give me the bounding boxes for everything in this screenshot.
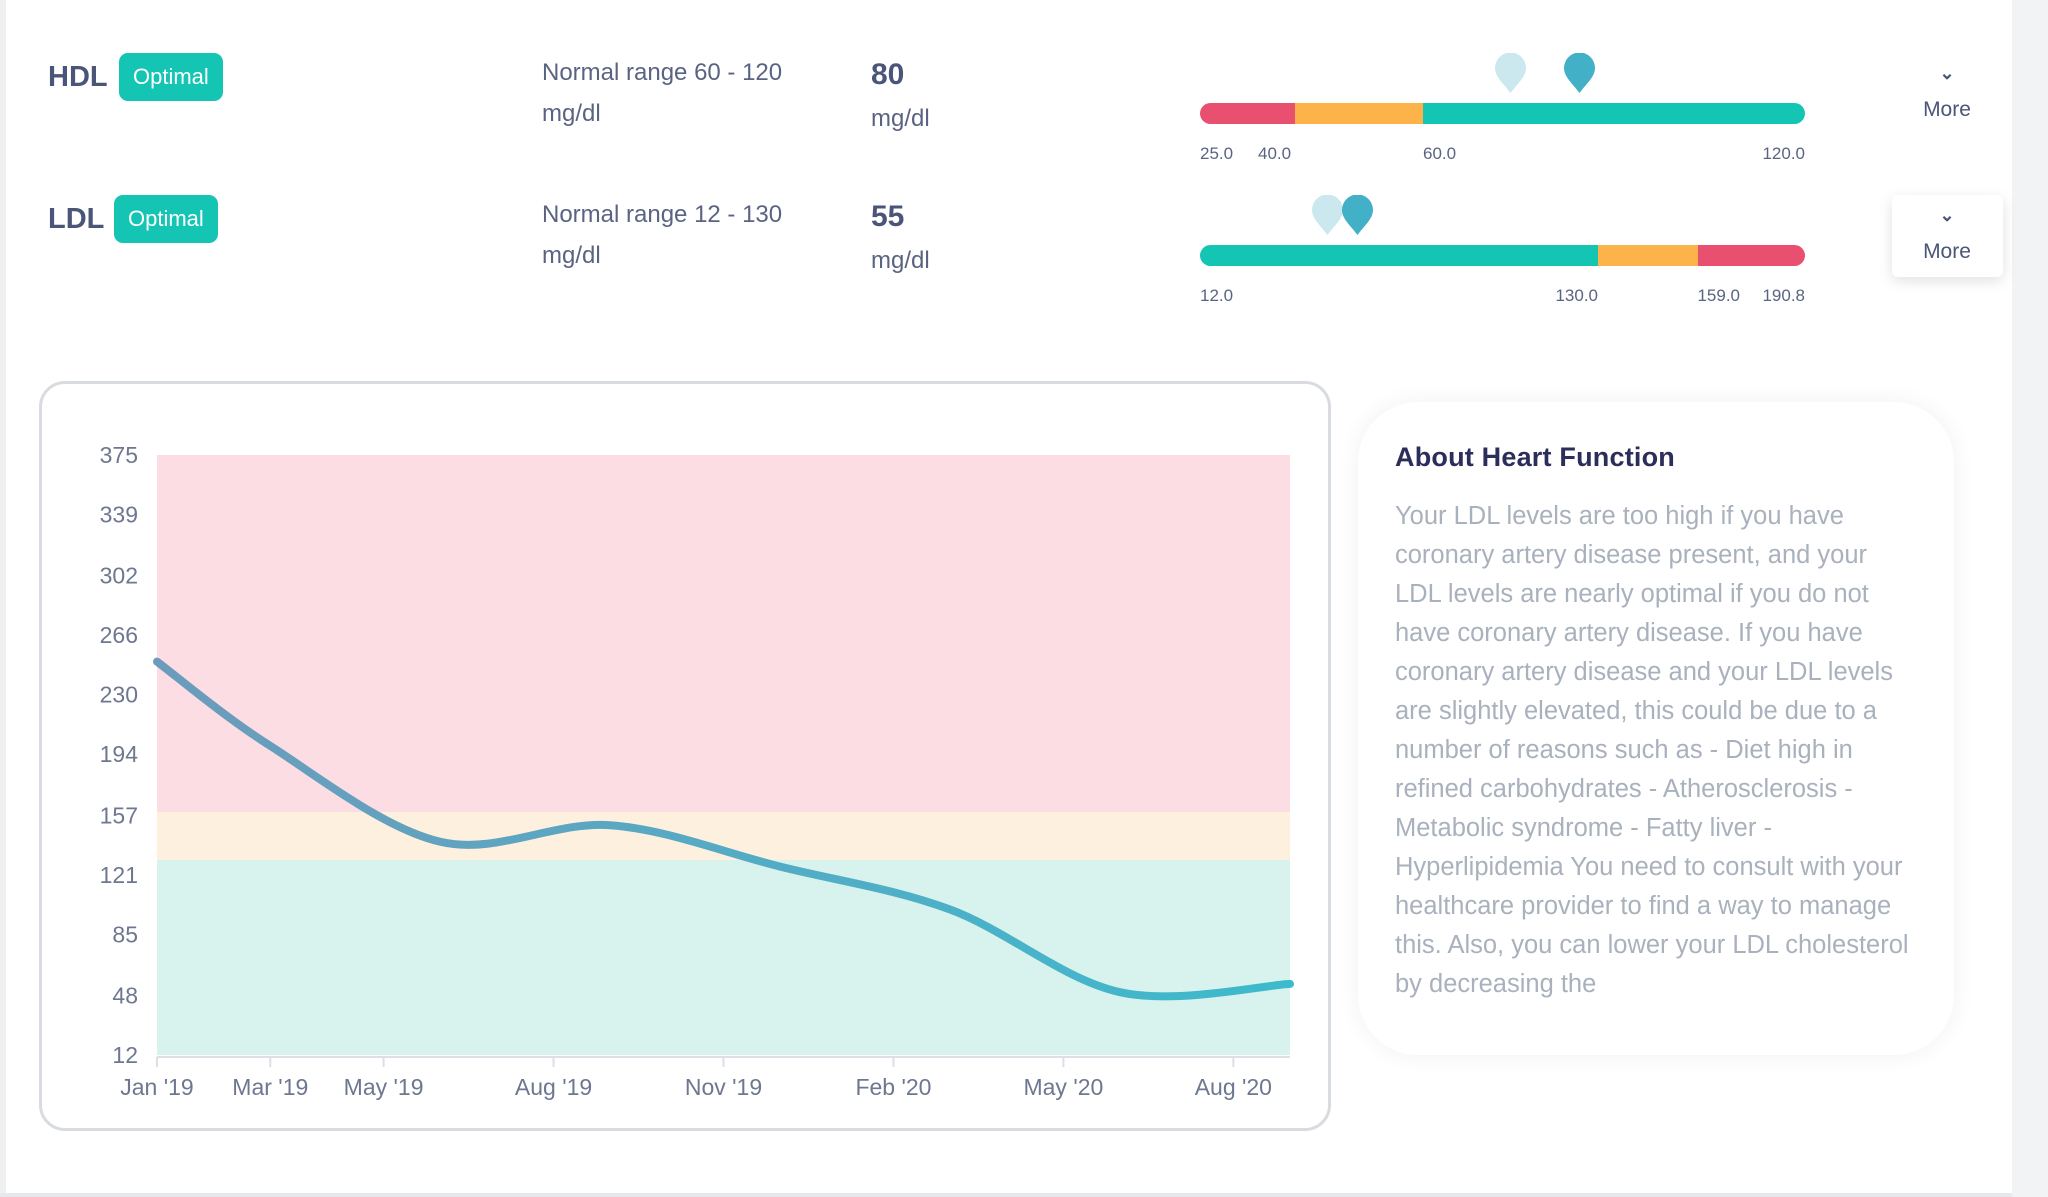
- y-tick-label: 12: [112, 1042, 138, 1068]
- range-tick-label: 130.0: [1555, 286, 1598, 305]
- scrollbar-track[interactable]: [2012, 0, 2048, 1197]
- x-tick-label: Feb '20: [855, 1074, 931, 1100]
- chart-band: [157, 859, 1290, 1055]
- metric-name: HDL: [48, 61, 108, 93]
- metric-unit: mg/dl: [871, 247, 930, 274]
- more-button[interactable]: ⌄ More: [1891, 204, 2003, 264]
- range-segment-optimal: [1423, 103, 1805, 124]
- range-segment-optimal: [1200, 245, 1598, 266]
- about-body-text[interactable]: Your LDL levels are too high if you have…: [1395, 502, 1909, 998]
- normal-range-unit: mg/dl: [542, 100, 601, 127]
- normal-range-unit: mg/dl: [542, 242, 601, 269]
- range-tick-label: 40.0: [1258, 144, 1292, 163]
- metric-unit: mg/dl: [871, 105, 930, 132]
- x-tick-label: May '20: [1023, 1074, 1103, 1100]
- y-tick-label: 230: [100, 682, 138, 708]
- ldl-series-line: [153, 657, 1294, 1001]
- left-edge: [0, 0, 6, 1197]
- range-tick-label: 159.0: [1697, 286, 1740, 305]
- range-segment-borderline: [1295, 103, 1423, 124]
- about-title: About Heart Function: [1395, 442, 1675, 472]
- range-tick-label: 12.0: [1200, 286, 1234, 305]
- x-tick-label: Jan '19: [120, 1074, 193, 1100]
- y-tick-label: 48: [112, 982, 138, 1008]
- x-tick-label: Aug '20: [1195, 1074, 1272, 1100]
- chevron-down-icon: ⌄: [1939, 205, 1955, 225]
- range-bar: [1200, 103, 1805, 124]
- range-tick-label: 190.8: [1762, 286, 1805, 305]
- more-label: More: [1923, 98, 1971, 121]
- more-button[interactable]: ⌄ More: [1891, 62, 2003, 122]
- more-label: More: [1923, 240, 1971, 263]
- y-tick-label: 302: [100, 563, 138, 589]
- metric-name: LDL: [48, 203, 105, 235]
- previous-value-marker-icon: [1312, 195, 1343, 235]
- range-tick-label: 25.0: [1200, 144, 1234, 163]
- range-tick-label: 60.0: [1423, 144, 1457, 163]
- more-button-card: [1892, 195, 2003, 277]
- metric-value: 55: [871, 200, 905, 233]
- chart-band: [157, 455, 1290, 813]
- y-tick-label: 266: [100, 622, 138, 648]
- y-tick-label: 194: [100, 741, 139, 767]
- previous-value-marker-icon: [1495, 53, 1526, 93]
- y-tick-label: 339: [100, 502, 138, 528]
- normal-range-text: Normal range 60 - 120: [542, 59, 783, 86]
- x-tick-label: Mar '19: [232, 1074, 308, 1100]
- x-tick-label: Nov '19: [685, 1074, 762, 1100]
- range-tick-label: 120.0: [1762, 144, 1805, 163]
- range-bar: [1200, 245, 1805, 266]
- y-tick-label: 85: [112, 921, 138, 947]
- metric-value: 80: [871, 58, 905, 91]
- normal-range-text: Normal range 12 - 130: [542, 201, 783, 228]
- y-tick-label: 157: [100, 802, 138, 828]
- current-value-marker-icon: [1342, 195, 1373, 235]
- chevron-down-icon: ⌄: [1939, 63, 1955, 83]
- x-tick-label: Aug '19: [515, 1074, 592, 1100]
- divider: [0, 1193, 2012, 1197]
- y-tick-label: 375: [100, 442, 138, 468]
- range-segment-borderline: [1598, 245, 1698, 266]
- y-tick-label: 121: [100, 862, 138, 888]
- x-tick-label: May '19: [344, 1074, 424, 1100]
- range-segment-high: [1698, 245, 1805, 266]
- status-badge: Optimal: [119, 53, 223, 101]
- current-value-marker-icon: [1564, 53, 1595, 93]
- range-segment-low: [1200, 103, 1295, 124]
- about-heart-function-card: About Heart Function Your LDL levels are…: [1358, 402, 1954, 1055]
- status-badge: Optimal: [114, 195, 218, 243]
